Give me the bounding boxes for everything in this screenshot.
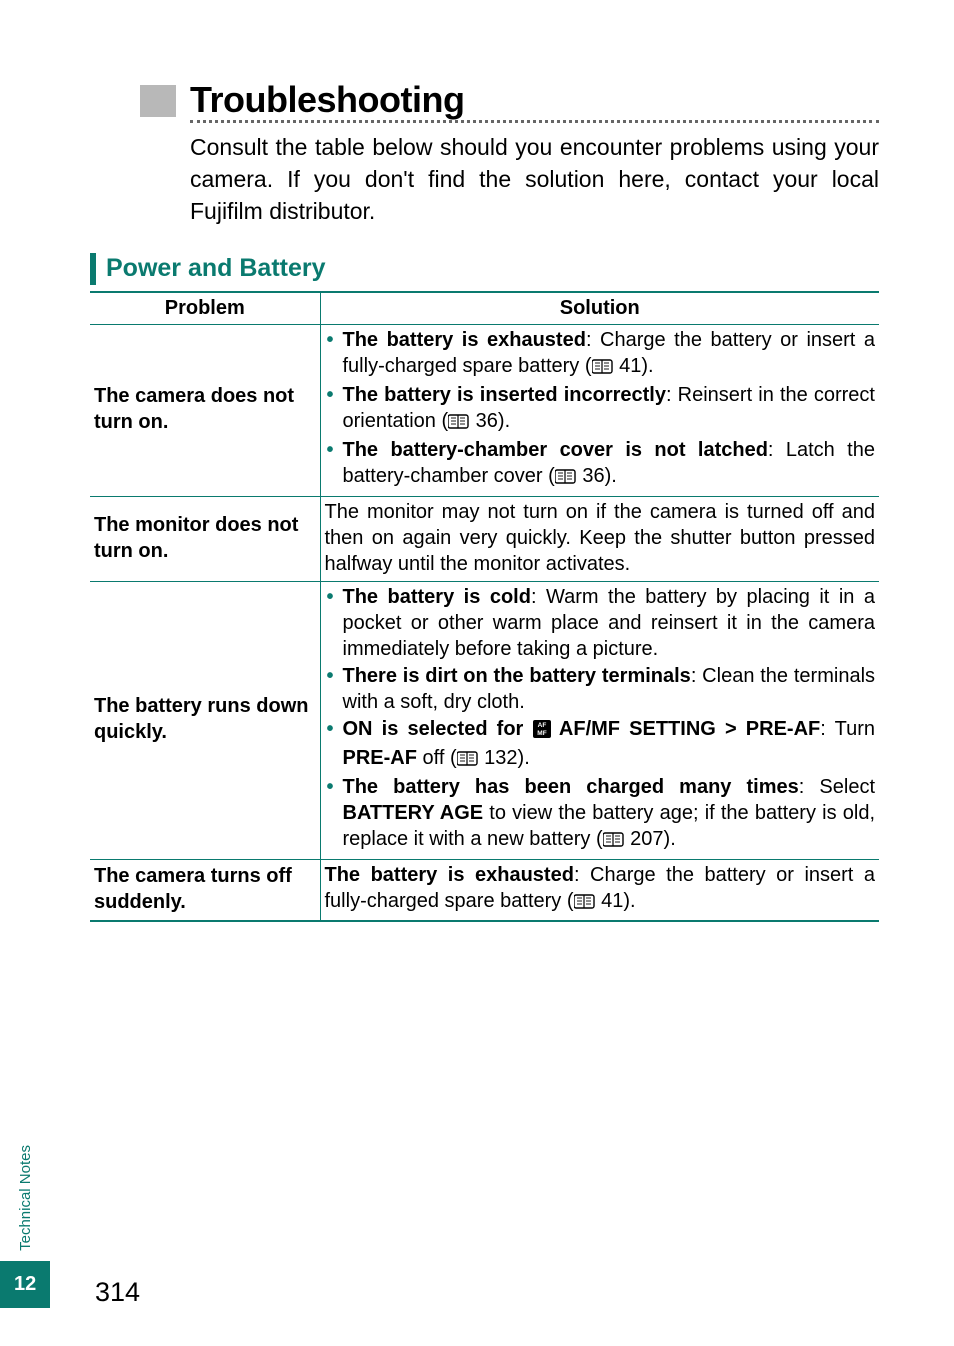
page-title: Troubleshooting xyxy=(190,80,879,123)
problem-cell: The monitor does not turn on. xyxy=(90,496,320,581)
troubleshoot-table: Problem Solution The camera does not tur… xyxy=(90,291,879,922)
intro-text: Consult the table below should you encou… xyxy=(190,131,879,228)
page-ref: 132). xyxy=(479,747,530,769)
bullet-text: : Turn xyxy=(820,718,875,740)
battery-age: BATTERY AGE xyxy=(343,802,484,824)
bullet-label: The battery is exhausted xyxy=(325,864,574,886)
bullet-item: There is dirt on the battery terminals: … xyxy=(325,663,876,715)
page-ref: 36). xyxy=(470,410,510,432)
title-decor-bar xyxy=(140,85,176,117)
side-tab: Technical Notes 12 xyxy=(0,1135,50,1308)
table-row: The camera does not turn on. The battery… xyxy=(90,324,879,496)
manual-page: Troubleshooting Consult the table below … xyxy=(0,0,954,1346)
bullet-item: The battery is exhausted: Charge the bat… xyxy=(325,327,876,381)
bullet-label: There is dirt on the battery terminals xyxy=(343,665,691,687)
manual-icon xyxy=(448,410,470,436)
table-header-row: Problem Solution xyxy=(90,292,879,325)
solution-cell: The battery is cold: Warm the battery by… xyxy=(320,581,879,859)
bullet-label: The battery-chamber cover is not latched xyxy=(343,439,768,461)
manual-icon xyxy=(457,747,479,773)
setting-name: AF/MF SETTING > PRE-AF xyxy=(551,718,821,740)
problem-cell: The battery runs down quickly. xyxy=(90,581,320,859)
page-ref: 41). xyxy=(596,890,636,912)
bullet-text: : Select xyxy=(799,776,875,798)
subheading-row: Power and Battery xyxy=(90,253,879,285)
page-number: 314 xyxy=(95,1277,140,1308)
col-header-problem: Problem xyxy=(90,292,320,325)
page-ref: 36). xyxy=(577,465,617,487)
bullet-item: ON is selected for AFMF AF/MF SETTING > … xyxy=(325,716,876,773)
problem-cell: The camera does not turn on. xyxy=(90,324,320,496)
table-row: The battery runs down quickly. The batte… xyxy=(90,581,879,859)
bullet-label: The battery is inserted incorrectly xyxy=(343,384,666,406)
bullet-item: The battery-chamber cover is not latched… xyxy=(325,437,876,491)
subheading-bar xyxy=(90,253,96,285)
title-row: Troubleshooting xyxy=(140,80,879,123)
bullet-item: The battery is inserted incorrectly: Rei… xyxy=(325,382,876,436)
bullet-pre: ON is selected for xyxy=(343,718,533,740)
bullet-label: The battery is exhausted xyxy=(343,329,586,351)
problem-cell: The camera turns off suddenly. xyxy=(90,859,320,921)
manual-icon xyxy=(592,355,614,381)
preaf-tail: off ( xyxy=(417,747,457,769)
solution-cell: The battery is exhausted: Charge the bat… xyxy=(320,324,879,496)
svg-text:AF: AF xyxy=(537,722,546,729)
manual-icon xyxy=(555,465,577,491)
svg-text:MF: MF xyxy=(537,730,546,737)
table-row: The monitor does not turn on. The monito… xyxy=(90,496,879,581)
bullet-label: The battery is cold xyxy=(343,586,531,608)
page-ref: 207). xyxy=(625,828,676,850)
af-mf-icon: AFMF xyxy=(533,719,551,745)
preaf-off: PRE-AF xyxy=(343,747,417,769)
table-row: The camera turns off suddenly. The batte… xyxy=(90,859,879,921)
solution-cell: The battery is exhausted: Charge the bat… xyxy=(320,859,879,921)
chapter-label: Technical Notes xyxy=(11,1135,40,1261)
chapter-number: 12 xyxy=(0,1261,50,1308)
bullet-item: The battery has been charged many times:… xyxy=(325,774,876,854)
col-header-solution: Solution xyxy=(320,292,879,325)
bullet-item: The battery is cold: Warm the battery by… xyxy=(325,584,876,662)
manual-icon xyxy=(574,890,596,916)
subheading: Power and Battery xyxy=(106,253,326,285)
page-ref: 41). xyxy=(614,355,654,377)
solution-cell: The monitor may not turn on if the camer… xyxy=(320,496,879,581)
manual-icon xyxy=(603,828,625,854)
bullet-label: The battery has been charged many times xyxy=(343,776,799,798)
